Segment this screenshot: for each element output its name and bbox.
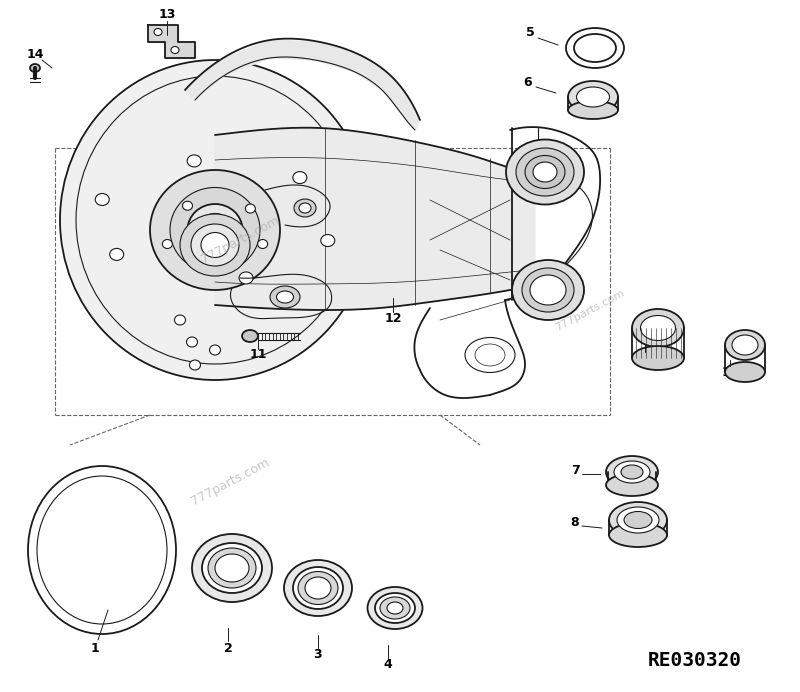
Ellipse shape: [293, 172, 307, 183]
Ellipse shape: [512, 260, 584, 320]
Ellipse shape: [170, 188, 260, 273]
Ellipse shape: [617, 507, 659, 533]
Ellipse shape: [171, 46, 179, 53]
Ellipse shape: [387, 602, 403, 614]
Ellipse shape: [110, 248, 124, 260]
Ellipse shape: [525, 156, 565, 188]
Ellipse shape: [732, 335, 758, 355]
Ellipse shape: [609, 502, 667, 538]
Ellipse shape: [150, 170, 280, 290]
Text: 1: 1: [90, 641, 99, 655]
Ellipse shape: [367, 587, 422, 629]
Text: 5: 5: [526, 26, 534, 39]
Ellipse shape: [201, 233, 229, 257]
Ellipse shape: [174, 315, 186, 325]
Polygon shape: [215, 128, 535, 310]
Ellipse shape: [614, 461, 650, 483]
Ellipse shape: [568, 81, 618, 113]
Text: 777parts.com: 777parts.com: [189, 456, 271, 508]
Ellipse shape: [246, 204, 255, 213]
Ellipse shape: [522, 268, 574, 312]
Ellipse shape: [321, 235, 334, 246]
Ellipse shape: [506, 140, 584, 205]
Ellipse shape: [624, 511, 652, 529]
Ellipse shape: [60, 60, 370, 380]
Ellipse shape: [375, 593, 415, 623]
Text: 4: 4: [384, 659, 392, 671]
Ellipse shape: [186, 337, 198, 347]
Ellipse shape: [725, 330, 765, 360]
Text: 3: 3: [314, 648, 322, 662]
Ellipse shape: [606, 456, 658, 488]
Ellipse shape: [299, 203, 311, 213]
Ellipse shape: [577, 87, 610, 107]
Ellipse shape: [187, 204, 242, 256]
Ellipse shape: [568, 101, 618, 119]
Text: 777parts.com: 777parts.com: [554, 287, 626, 333]
Ellipse shape: [530, 275, 566, 305]
Text: RE030320: RE030320: [648, 650, 742, 669]
Ellipse shape: [198, 214, 233, 246]
Polygon shape: [185, 40, 420, 130]
Ellipse shape: [380, 597, 410, 619]
Ellipse shape: [516, 148, 574, 196]
Ellipse shape: [270, 286, 300, 308]
Ellipse shape: [533, 162, 557, 182]
Text: 777parts.com: 777parts.com: [198, 214, 282, 266]
Ellipse shape: [191, 224, 239, 266]
Text: 11: 11: [250, 349, 266, 361]
Text: 7: 7: [570, 464, 579, 477]
Text: 9: 9: [641, 352, 650, 365]
Ellipse shape: [621, 465, 643, 479]
Ellipse shape: [95, 194, 110, 206]
Ellipse shape: [190, 360, 201, 370]
Text: 6: 6: [524, 75, 532, 89]
Text: 12: 12: [384, 311, 402, 325]
Ellipse shape: [239, 272, 253, 284]
Ellipse shape: [298, 572, 338, 605]
Ellipse shape: [258, 239, 268, 248]
Ellipse shape: [293, 567, 343, 609]
Ellipse shape: [609, 523, 667, 547]
Ellipse shape: [305, 577, 331, 599]
Ellipse shape: [187, 155, 201, 167]
Ellipse shape: [574, 34, 616, 62]
Polygon shape: [148, 25, 195, 58]
Text: 8: 8: [570, 516, 579, 529]
Ellipse shape: [725, 362, 765, 382]
Ellipse shape: [215, 554, 249, 582]
Text: 14: 14: [26, 48, 44, 62]
Ellipse shape: [294, 199, 316, 217]
Ellipse shape: [30, 64, 40, 72]
Ellipse shape: [606, 474, 658, 496]
Text: 10: 10: [722, 365, 738, 379]
Ellipse shape: [182, 201, 193, 210]
Ellipse shape: [641, 316, 675, 340]
Ellipse shape: [632, 309, 684, 347]
Ellipse shape: [210, 345, 221, 355]
Text: 2: 2: [224, 641, 232, 655]
Ellipse shape: [632, 346, 684, 370]
Ellipse shape: [162, 239, 172, 248]
Text: 13: 13: [158, 8, 176, 21]
Ellipse shape: [208, 548, 256, 588]
Ellipse shape: [192, 534, 272, 602]
Ellipse shape: [202, 543, 262, 593]
Ellipse shape: [180, 214, 250, 276]
Ellipse shape: [277, 291, 294, 303]
Ellipse shape: [242, 330, 258, 342]
Ellipse shape: [284, 560, 352, 616]
Ellipse shape: [154, 28, 162, 35]
